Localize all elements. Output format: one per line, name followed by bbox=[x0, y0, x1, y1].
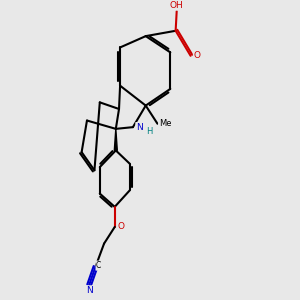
Text: H: H bbox=[146, 127, 152, 136]
Text: N: N bbox=[136, 123, 143, 132]
Text: C: C bbox=[96, 261, 101, 270]
Text: Me: Me bbox=[159, 119, 171, 128]
Polygon shape bbox=[114, 129, 117, 150]
Text: O: O bbox=[194, 51, 200, 60]
Text: N: N bbox=[86, 286, 92, 295]
Text: OH: OH bbox=[170, 1, 184, 10]
Text: O: O bbox=[118, 222, 125, 231]
